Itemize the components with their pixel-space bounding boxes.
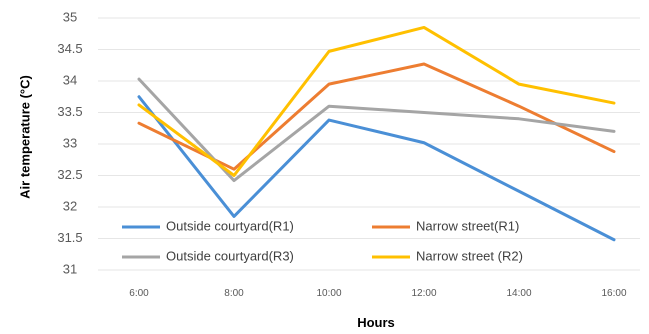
series-lines xyxy=(137,25,616,242)
y-axis-title: Air temperature (°C) xyxy=(17,75,32,199)
legend-label: Outside courtyard(R3) xyxy=(166,248,294,263)
x-axis-ticks: 6:00 8:00 10:00 12:00 14:00 16:00 xyxy=(129,288,627,299)
x-tick-label: 8:00 xyxy=(224,288,244,299)
legend-label: Narrow street(R1) xyxy=(416,218,519,233)
series-line-1 xyxy=(137,95,616,242)
y-tick-label: 34 xyxy=(63,72,77,87)
legend-label: Narrow street (R2) xyxy=(416,248,523,263)
y-tick-label: 34.5 xyxy=(57,41,82,56)
y-tick-label: 33.5 xyxy=(57,104,82,119)
y-tick-label: 31 xyxy=(63,261,77,276)
x-tick-label: 16:00 xyxy=(601,288,626,299)
x-tick-label: 6:00 xyxy=(129,288,149,299)
y-tick-label: 35 xyxy=(63,9,77,24)
legend-label: Outside courtyard(R1) xyxy=(166,218,294,233)
x-tick-label: 10:00 xyxy=(316,288,341,299)
x-tick-label: 14:00 xyxy=(506,288,531,299)
series-line-3 xyxy=(137,77,616,183)
y-axis-ticks: 31 31.5 32 32.5 33 33.5 34 34.5 35 xyxy=(57,9,82,276)
y-tick-label: 32.5 xyxy=(57,167,82,182)
x-axis-title: Hours xyxy=(357,315,395,330)
x-tick-label: 12:00 xyxy=(411,288,436,299)
y-tick-label: 33 xyxy=(63,135,77,150)
y-tick-label: 32 xyxy=(63,198,77,213)
y-tick-label: 31.5 xyxy=(57,230,82,245)
legend: Outside courtyard(R1) Narrow street(R1) Ou… xyxy=(122,218,523,263)
gridlines xyxy=(98,17,640,271)
series-line-4 xyxy=(137,25,616,177)
